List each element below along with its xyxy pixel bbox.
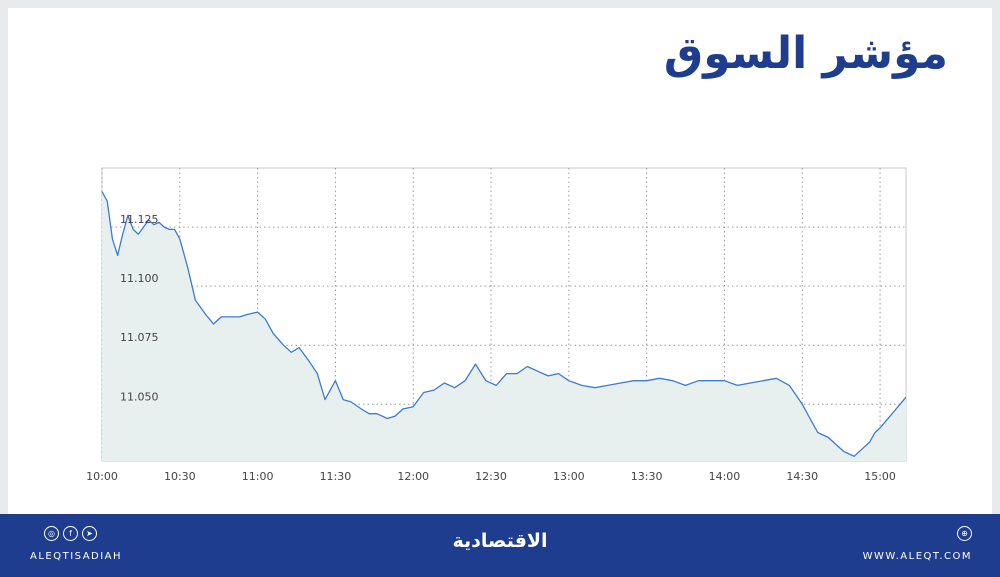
x-tick-label: 11:30 — [320, 470, 352, 483]
series-line — [101, 191, 907, 457]
y-tick-label: 11.125 — [120, 213, 159, 226]
website-link[interactable]: WWW.ALEQT.COM — [862, 551, 972, 562]
social-handle[interactable]: ALEQTISADIAH — [30, 551, 123, 562]
x-tick-label: 10:00 — [86, 470, 118, 483]
page-title: مؤشر السوق — [663, 28, 948, 79]
facebook-icon[interactable]: f — [63, 526, 78, 541]
x-tick-label: 11:00 — [242, 470, 274, 483]
x-tick-label: 14:30 — [786, 470, 818, 483]
y-tick-label: 11.050 — [120, 390, 159, 403]
footer-website: ⊕ WWW.ALEQT.COM — [863, 526, 972, 562]
x-tick-label: 14:00 — [709, 470, 741, 483]
y-tick-labels: 11.050 11.075 11.100 11.125 — [120, 213, 159, 403]
globe-icon: ⊕ — [957, 526, 972, 541]
x-tick-label: 15:00 — [864, 470, 896, 483]
y-tick-label: 11.100 — [120, 272, 159, 285]
series-area — [102, 191, 906, 461]
market-index-chart: 11.050 11.075 11.100 11.125 10:00 10:30 11:00… — [86, 167, 907, 483]
x-tick-label: 13:00 — [553, 470, 585, 483]
x-tick-labels: 10:00 10:30 11:00 11:30 12:00 12:30 13:00 13:30… — [86, 470, 896, 483]
footer-bar: ◎ f ➤ ALEQTISADIAH الاقتصادية ⊕ WWW.ALEQ… — [0, 514, 1000, 577]
instagram-icon[interactable]: ◎ — [44, 526, 59, 541]
x-tick-label: 13:30 — [631, 470, 663, 483]
social-icons: ◎ f ➤ — [44, 526, 122, 541]
x-tick-label: 12:30 — [475, 470, 507, 483]
brand-logo: الاقتصادية — [452, 530, 548, 552]
twitter-icon[interactable]: ➤ — [82, 526, 97, 541]
x-tick-label: 12:00 — [397, 470, 429, 483]
footer-social: ◎ f ➤ ALEQTISADIAH — [30, 526, 122, 562]
y-tick-label: 11.075 — [120, 331, 159, 344]
x-tick-label: 10:30 — [164, 470, 196, 483]
